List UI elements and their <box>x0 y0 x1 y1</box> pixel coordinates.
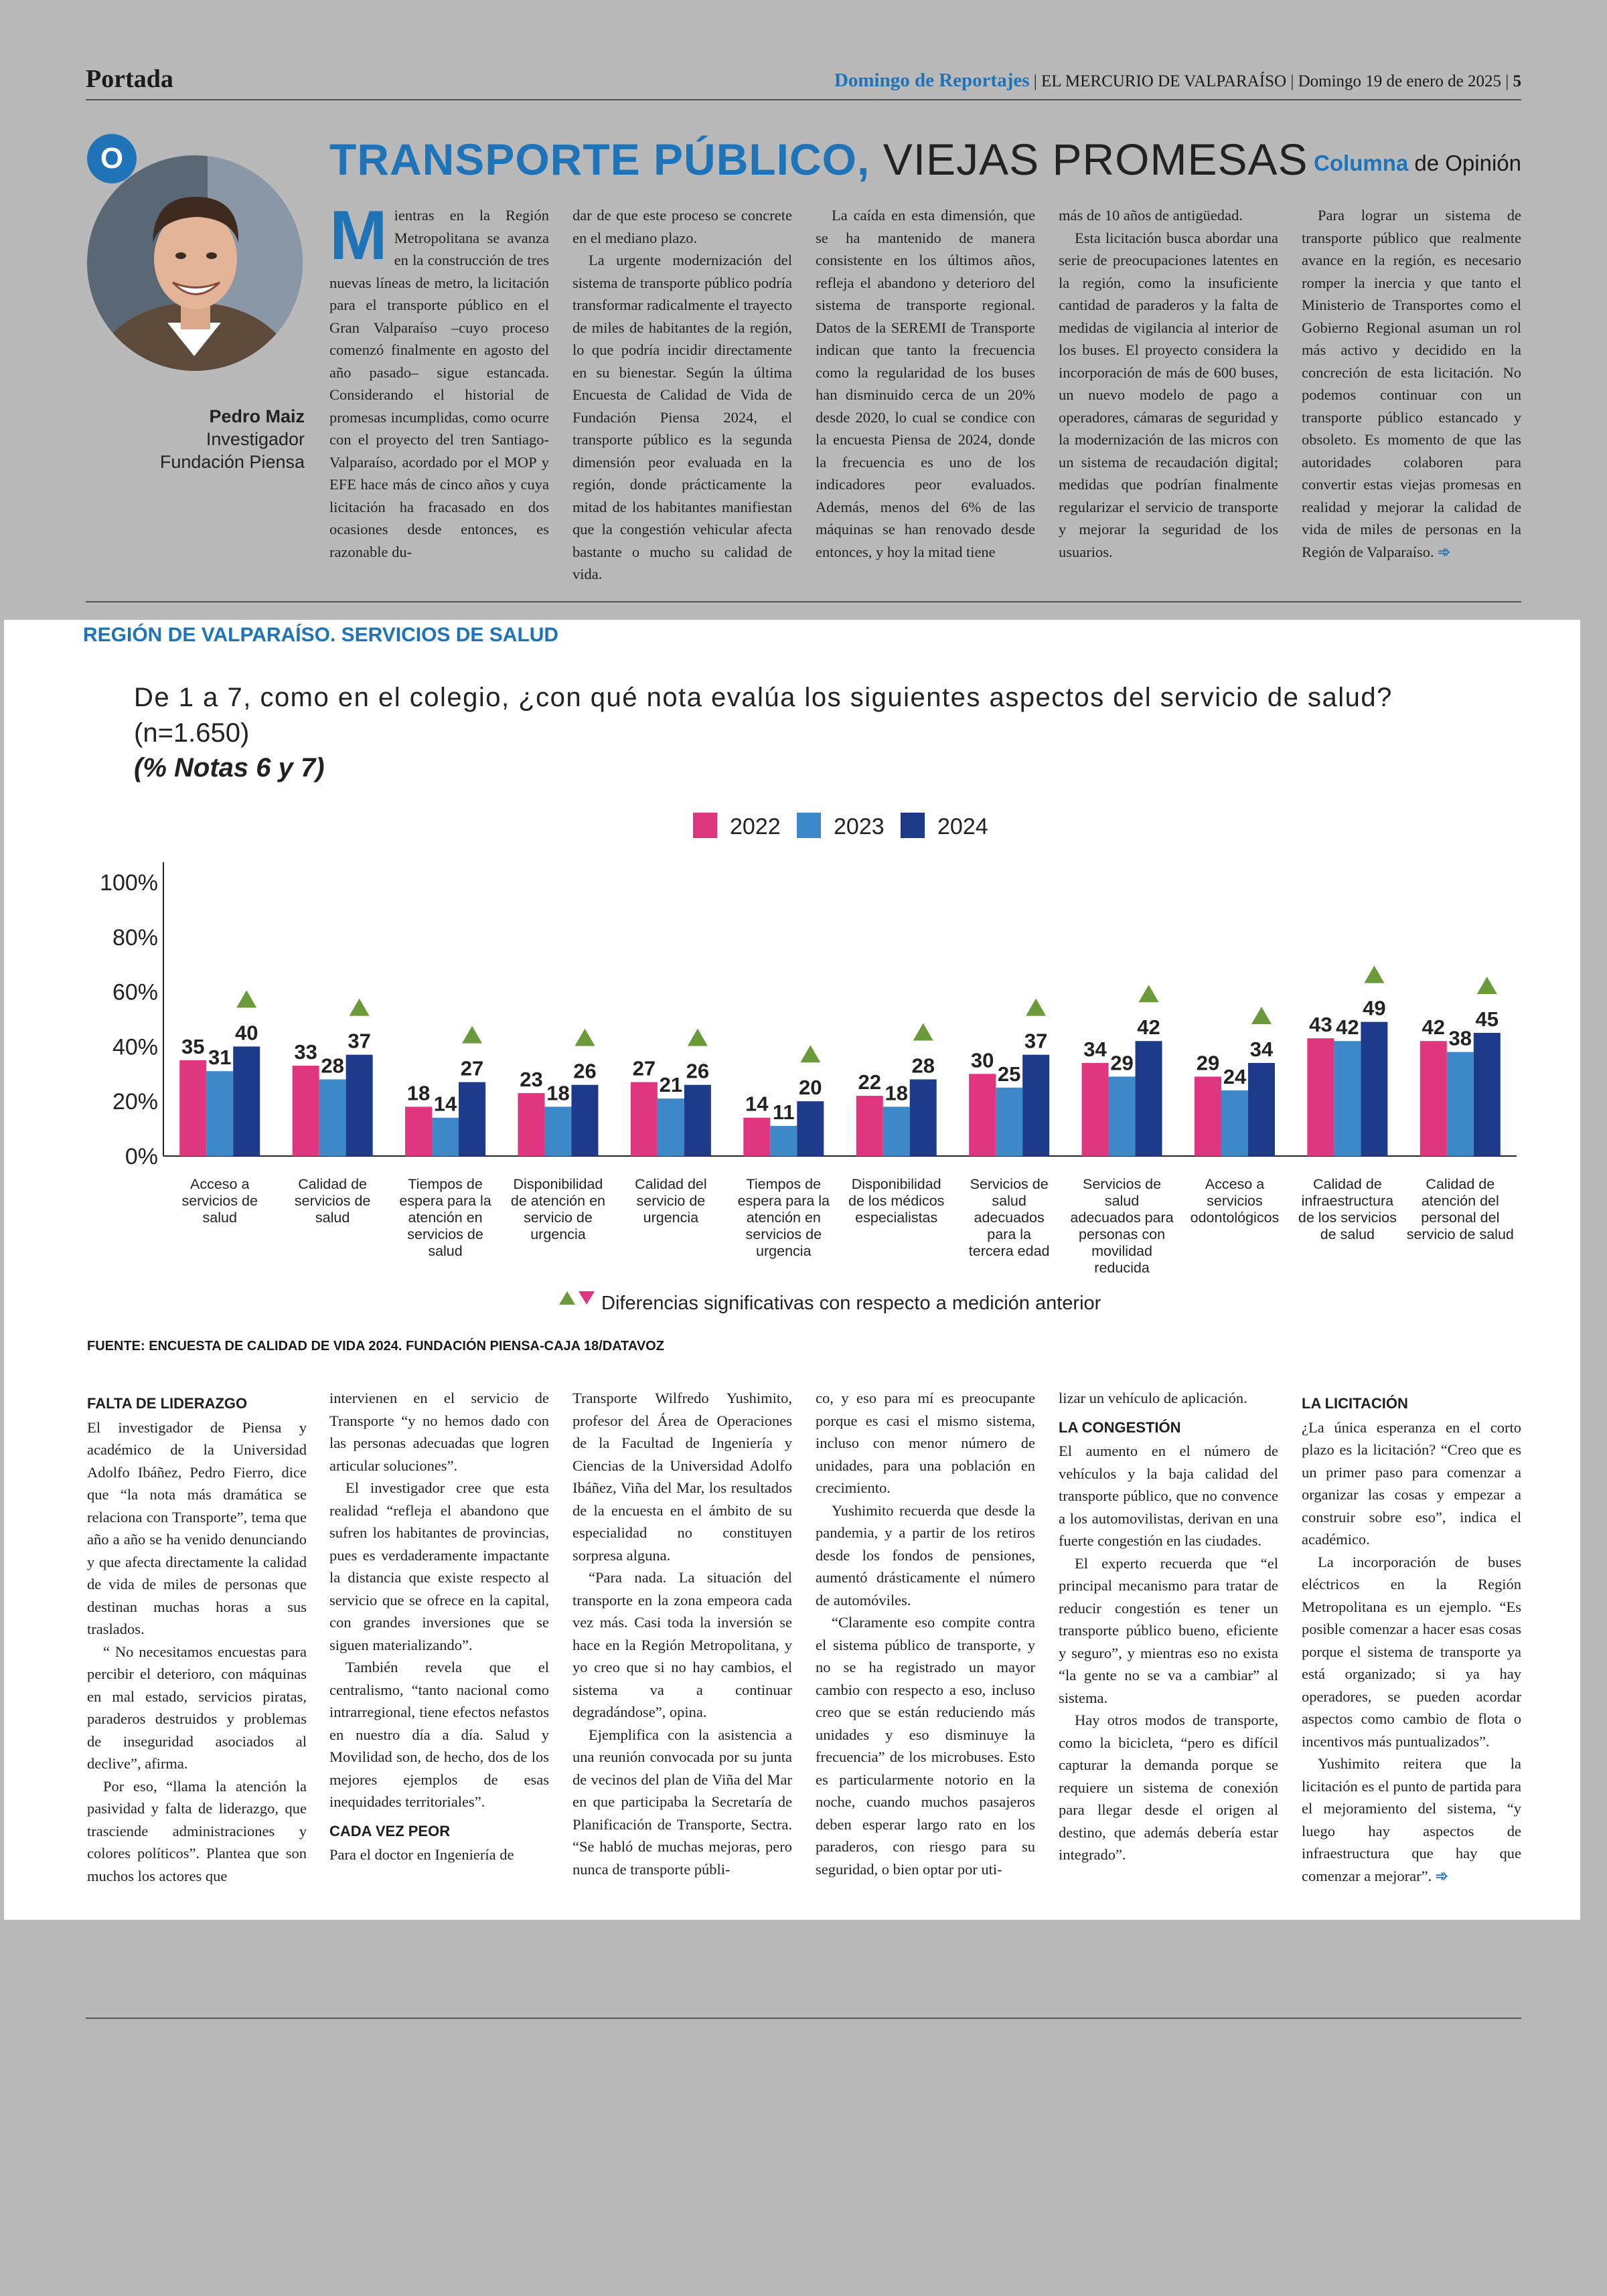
author-role: Investigador <box>206 429 305 449</box>
author-name: Pedro Maiz <box>209 406 305 426</box>
column-text-4: más de 10 años de antigüedad. Esta licit… <box>1059 207 1278 560</box>
subhead-congestion: LA CONGESTIÓN <box>1059 1418 1181 1436</box>
headline: TRANSPORTE PÚBLICO, VIEJAS PROMESAS <box>329 134 1308 185</box>
opinion-badge: O <box>87 134 137 183</box>
column-label-accent: Columna <box>1314 151 1409 175</box>
section-name: Portada <box>86 65 173 93</box>
column-label: Columna de Opinión <box>1314 151 1521 176</box>
newspaper-name: | EL MERCURIO DE VALPARAÍSO | <box>1033 72 1294 90</box>
subhead-licitacion: LA LICITACIÓN <box>1302 1395 1408 1412</box>
article-col-3: Transporte Wilfredo Yushimito, profesor … <box>572 1390 792 1878</box>
article-col-5: lizar un vehículo de aplicación. LA CONG… <box>1059 1390 1278 1863</box>
headline-rest: VIEJAS PROMESAS <box>870 135 1308 184</box>
page-number: 5 <box>1513 72 1522 90</box>
header-rule <box>86 99 1521 100</box>
author-org: Fundación Piensa <box>159 452 305 472</box>
article-col-1: FALTA DE LIDERAZGO El investigador de Pi… <box>87 1386 307 1908</box>
footer-rule <box>86 2018 1521 2019</box>
continue-arrow-icon: ➾ <box>1435 1867 1448 1884</box>
column-label-rest: de Opinión <box>1408 151 1521 175</box>
page-header: Domingo de Reportajes | EL MERCURIO DE V… <box>834 70 1521 92</box>
continue-arrow-icon: ➾ <box>1438 543 1451 560</box>
headline-accent: TRANSPORTE PÚBLICO, <box>329 135 870 184</box>
subhead-liderazgo: FALTA DE LIDERAZGO <box>87 1395 248 1412</box>
infographic-panel <box>4 620 1580 1920</box>
chart-source: FUENTE: ENCUESTA DE CALIDAD DE VIDA 2024… <box>87 1339 664 1354</box>
issue-date: Domingo 19 de enero de 2025 | <box>1298 72 1509 90</box>
subhead-cada-vez-peor: CADA VEZ PEOR <box>329 1822 451 1839</box>
column-text-2: dar de que este proceso se concrete en e… <box>572 207 792 582</box>
supplement-name: Domingo de Reportajes <box>834 70 1030 91</box>
article-col-6: LA LICITACIÓN ¿La única esperanza en el … <box>1302 1386 1521 1908</box>
author-photo <box>87 155 303 371</box>
column-rule <box>86 601 1521 602</box>
article-col-2: intervienen en el servicio de Transporte… <box>329 1390 549 1863</box>
section-title: REGIÓN DE VALPARAÍSO. SERVICIOS DE SALUD <box>83 624 559 646</box>
author-credit: Pedro Maiz Investigador Fundación Piensa <box>100 405 305 473</box>
article-col-4: co, y eso para mí es preocupante porque … <box>816 1390 1035 1878</box>
column-text-3: La caída en esta dimensión, que se ha ma… <box>816 207 1035 560</box>
column-text-5: Para lograr un sistema de transporte púb… <box>1302 207 1521 560</box>
drop-cap: M <box>329 204 388 274</box>
